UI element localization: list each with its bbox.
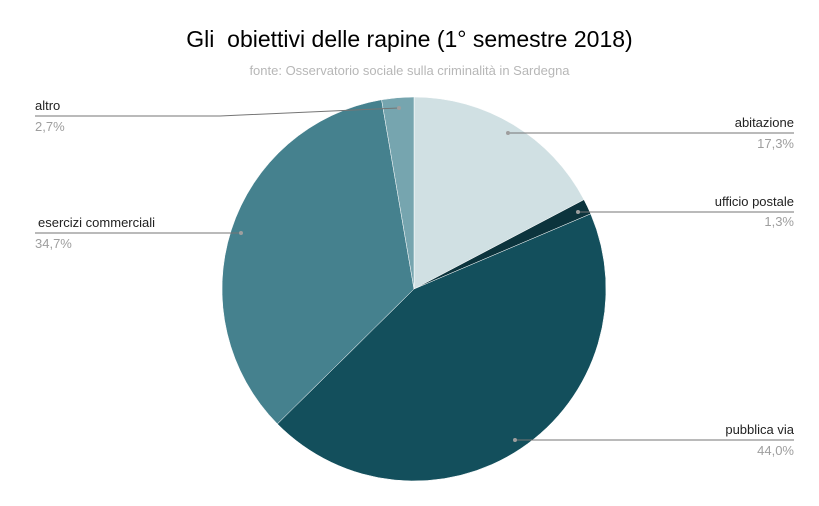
pie-slice-pubblica-via [277, 213, 607, 482]
pct-ufficio-postale: 1,3% [764, 214, 794, 229]
pie-slice-abitazione [413, 96, 585, 290]
chart-title: Gli obiettivi delle rapine (1° semestre … [186, 26, 633, 52]
label-pubblica-via: pubblica via [725, 422, 794, 437]
pct-abitazione: 17,3% [757, 136, 794, 151]
leader-dot-abitazione [506, 131, 510, 135]
leader-line-altro [35, 107, 400, 117]
label-abitazione: abitazione [734, 115, 794, 130]
chart-subtitle: fonte: Osservatorio sociale sulla crimin… [249, 63, 570, 78]
pie-slice-esercizi-commerciali [221, 99, 415, 425]
leader-dot-ufficio-postale [576, 210, 580, 214]
leader-lines [35, 106, 794, 442]
pct-esercizi-commerciali: 34,7% [35, 236, 72, 251]
pie-slices [221, 96, 607, 482]
pie-slice-altro [381, 96, 415, 290]
label-ufficio-postale: ufficio postale [714, 194, 794, 209]
leader-dot-pubblica-via [513, 438, 517, 442]
label-esercizi-commerciali: esercizi commerciali [38, 215, 156, 230]
label-altro: altro [35, 98, 61, 113]
leader-dot-altro [397, 106, 401, 110]
pct-pubblica-via: 44,0% [757, 443, 794, 458]
pct-altro: 2,7% [35, 119, 65, 134]
leader-dot-esercizi [239, 231, 243, 235]
